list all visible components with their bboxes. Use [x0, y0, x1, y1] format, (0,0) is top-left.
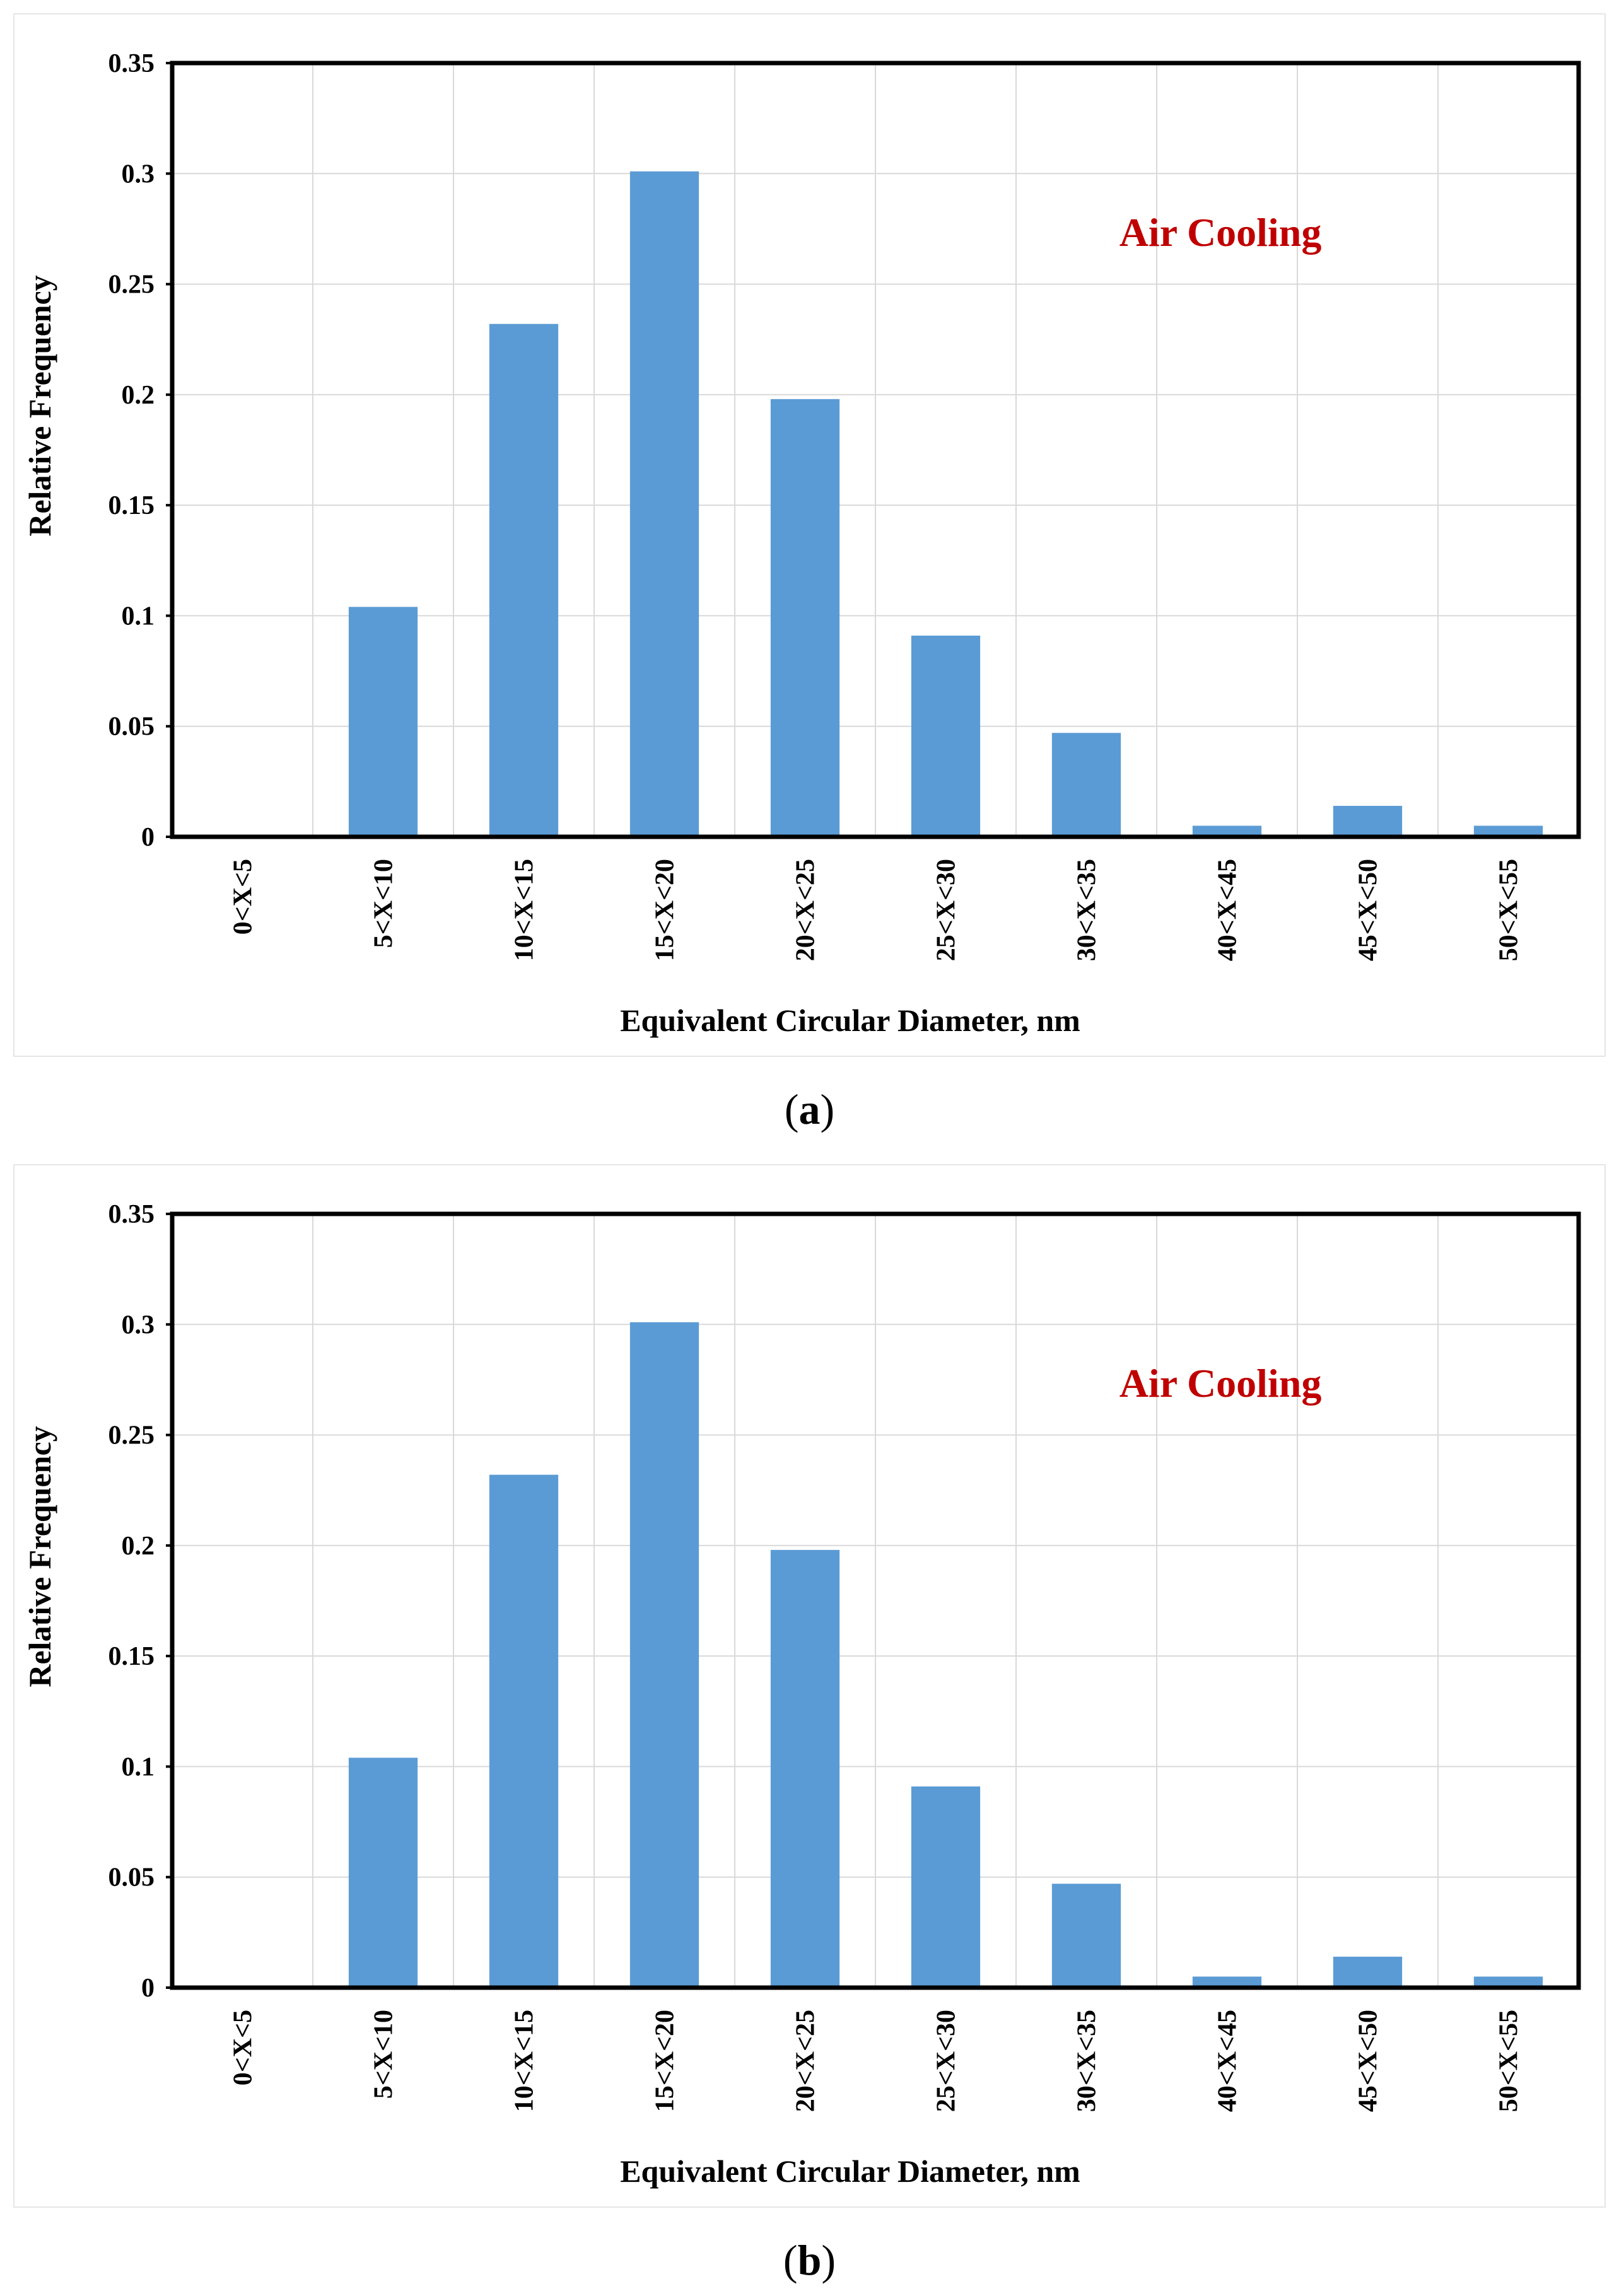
- x-tick-label: 40<X<45: [1213, 2010, 1242, 2112]
- bar-50ltXlt55: [1473, 825, 1543, 837]
- x-tick-label: 50<X<55: [1495, 859, 1524, 961]
- bar-50ltXlt55: [1473, 1976, 1543, 1988]
- x-tick-label: 15<X<20: [651, 2010, 680, 2112]
- bar-15ltXlt20: [629, 1322, 699, 1988]
- bar-5ltXlt10: [348, 1757, 418, 1988]
- bar-45ltXlt50: [1333, 1956, 1403, 1988]
- y-tick-label: 0.35: [108, 1200, 155, 1229]
- x-tick-label: 0<X<5: [229, 2010, 258, 2085]
- x-tick-label: 30<X<35: [1073, 859, 1102, 961]
- annotation-air-cooling: Air Cooling: [1119, 1361, 1322, 1406]
- bar-20ltXlt25: [770, 399, 840, 837]
- annotation-air-cooling: Air Cooling: [1119, 210, 1322, 255]
- x-tick-label: 20<X<25: [792, 859, 821, 961]
- bar-30ltXlt35: [1051, 1884, 1121, 1988]
- bar-25ltXlt30: [911, 1786, 981, 1988]
- y-tick-label: 0.25: [108, 271, 155, 300]
- y-tick-label: 0.05: [108, 1863, 155, 1892]
- panel-caption-b: (b): [0, 2235, 1619, 2292]
- y-axis-title: Relative Frequency: [22, 275, 57, 536]
- x-tick-label: 20<X<25: [792, 2010, 821, 2112]
- panel-caption-a: (a): [0, 1085, 1619, 1141]
- x-tick-label: 50<X<55: [1495, 2010, 1524, 2112]
- y-tick-label: 0.15: [108, 1642, 155, 1671]
- y-tick-label: 0.3: [122, 1310, 155, 1339]
- x-axis-title: Equivalent Circular Diameter, nm: [620, 2153, 1080, 2189]
- x-tick-label: 40<X<45: [1213, 859, 1242, 961]
- bar-40ltXlt45: [1192, 1976, 1262, 1988]
- y-tick-label: 0.35: [108, 49, 155, 78]
- bar-40ltXlt45: [1192, 825, 1262, 837]
- y-tick-label: 0.2: [122, 381, 155, 410]
- caption-close-paren: ): [821, 2236, 836, 2284]
- bar-5ltXlt10: [348, 607, 418, 837]
- x-tick-label: 45<X<50: [1354, 2010, 1383, 2112]
- bar-20ltXlt25: [770, 1549, 840, 1988]
- y-tick-label: 0.15: [108, 491, 155, 520]
- x-tick-label: 10<X<15: [510, 2010, 539, 2112]
- plot-area-border: [170, 61, 1581, 839]
- x-tick-label: 15<X<20: [651, 859, 680, 961]
- bar-10ltXlt15: [489, 323, 559, 837]
- y-tick-label: 0.1: [122, 1752, 155, 1781]
- caption-open-paren: (: [784, 1085, 799, 1133]
- x-axis-title: Equivalent Circular Diameter, nm: [620, 1003, 1080, 1038]
- y-tick-label: 0.1: [122, 602, 155, 631]
- bar-chart-a: 0 0.05 0.1 0.15 0.2 0.25 0.3 0.35 0<X<5 5<X<10 10<…: [22, 49, 1581, 1038]
- caption-close-paren: ): [820, 1085, 835, 1133]
- y-axis-title: Relative Frequency: [22, 1426, 57, 1687]
- plot-area-border: [170, 1211, 1581, 1990]
- y-tick-label: 0.25: [108, 1421, 155, 1450]
- caption-letter: b: [797, 2236, 822, 2284]
- x-tick-label: 10<X<15: [510, 859, 539, 961]
- x-tick-label: 5<X<10: [370, 859, 399, 948]
- x-tick-label: 25<X<30: [932, 859, 961, 961]
- x-tick-label: 30<X<35: [1073, 2010, 1102, 2112]
- y-tick-label: 0: [141, 823, 155, 852]
- bar-30ltXlt35: [1051, 733, 1121, 837]
- x-tick-label: 0<X<5: [229, 859, 258, 935]
- y-tick-label: 0.05: [108, 713, 155, 742]
- y-tick-label: 0.2: [122, 1532, 155, 1561]
- x-tick-label: 5<X<10: [370, 2010, 399, 2099]
- x-tick-label: 45<X<50: [1354, 859, 1383, 961]
- y-tick-label: 0: [141, 1974, 155, 2003]
- bar-15ltXlt20: [629, 171, 699, 837]
- bar-10ltXlt15: [489, 1474, 559, 1988]
- x-tick-label: 25<X<30: [932, 2010, 961, 2112]
- caption-letter: a: [798, 1085, 821, 1133]
- y-tick-label: 0.3: [122, 160, 155, 189]
- bar-25ltXlt30: [911, 635, 981, 837]
- caption-open-paren: (: [783, 2236, 798, 2284]
- bar-45ltXlt50: [1333, 805, 1403, 837]
- bar-chart-b: 0 0.05 0.1 0.15 0.2 0.25 0.3 0.35 0<X<5 5<X<10 10<…: [22, 1200, 1581, 2189]
